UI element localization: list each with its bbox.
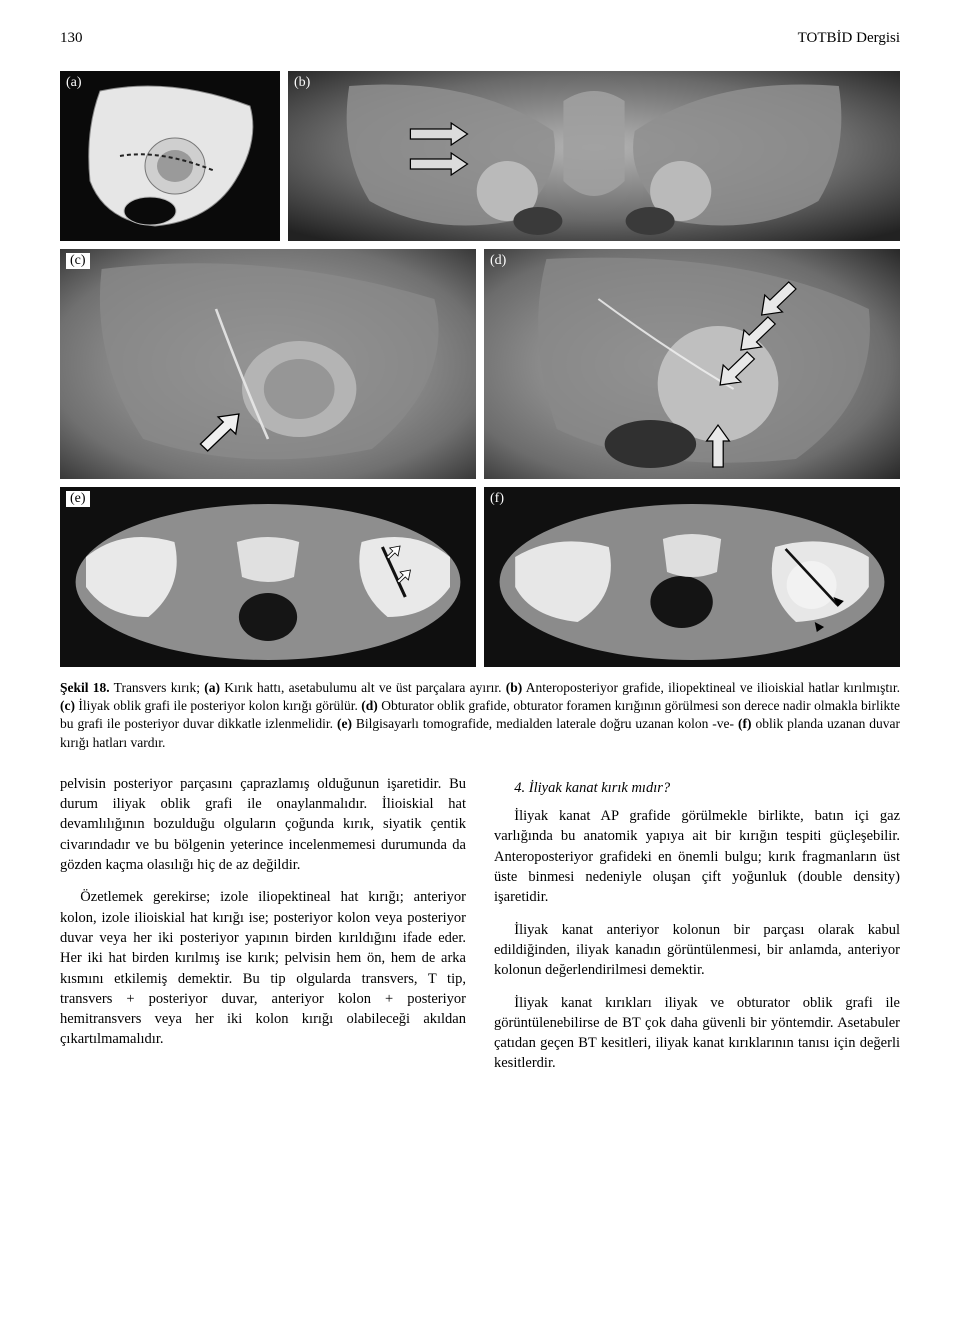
- right-p3: İliyak kanat kırıkları iliyak ve obturat…: [494, 993, 900, 1074]
- panel-label-f: (f): [490, 491, 504, 507]
- figure-18: (a) (b): [60, 71, 900, 752]
- caption-b-lead: (b): [506, 680, 523, 695]
- page-header: 130 TOTBİD Dergisi: [60, 30, 900, 47]
- journal-name: TOTBİD Dergisi: [798, 30, 900, 47]
- caption-a-lead: (a): [204, 680, 220, 695]
- figure-grid: (a) (b): [60, 71, 900, 667]
- figure-panel-e: (e): [60, 487, 476, 667]
- caption-a-text: Kırık hattı, asetabulumu alt ve üst parç…: [220, 680, 506, 695]
- panel-label-e: (e): [66, 491, 90, 507]
- left-p2: Özetlemek gerekirse; izole iliopektineal…: [60, 887, 466, 1049]
- figure-panel-d: (d): [484, 249, 900, 479]
- caption-d-lead: (d): [361, 698, 378, 713]
- left-p1: pelvisin posteriyor parçasını çaprazlamı…: [60, 774, 466, 875]
- figure-panel-b: (b): [288, 71, 900, 241]
- caption-b-text: Anteroposteriyor grafide, iliopektineal …: [522, 680, 900, 695]
- caption-lead: Şekil 18.: [60, 680, 110, 695]
- right-p1: İliyak kanat AP grafide görülmekle birli…: [494, 806, 900, 907]
- right-subhead: 4. İliyak kanat kırık mıdır?: [494, 778, 900, 798]
- body-text-columns: pelvisin posteriyor parçasını çaprazlamı…: [60, 774, 900, 1086]
- right-column: 4. İliyak kanat kırık mıdır? İliyak kana…: [494, 774, 900, 1086]
- left-column: pelvisin posteriyor parçasını çaprazlamı…: [60, 774, 466, 1086]
- caption-e-text: Bilgisayarlı tomografide, medialden late…: [352, 716, 738, 731]
- caption-c-text: İliyak oblik grafi ile posteriyor kolon …: [75, 698, 361, 713]
- figure-panel-f: (f): [484, 487, 900, 667]
- figure-caption: Şekil 18. Transvers kırık; (a) Kırık hat…: [60, 679, 900, 752]
- caption-f-lead: (f): [738, 716, 752, 731]
- page-number: 130: [60, 30, 83, 47]
- caption-pre-a: Transvers kırık;: [110, 680, 205, 695]
- panel-label-c: (c): [66, 253, 90, 269]
- panel-label-d: (d): [490, 253, 506, 269]
- right-p2: İliyak kanat anteriyor kolonun bir parça…: [494, 920, 900, 981]
- panel-label-b: (b): [294, 75, 310, 91]
- caption-c-lead: (c): [60, 698, 75, 713]
- caption-e-lead: (e): [337, 716, 352, 731]
- figure-panel-c: (c): [60, 249, 476, 479]
- panel-label-a: (a): [66, 75, 82, 91]
- figure-panel-a: (a): [60, 71, 280, 241]
